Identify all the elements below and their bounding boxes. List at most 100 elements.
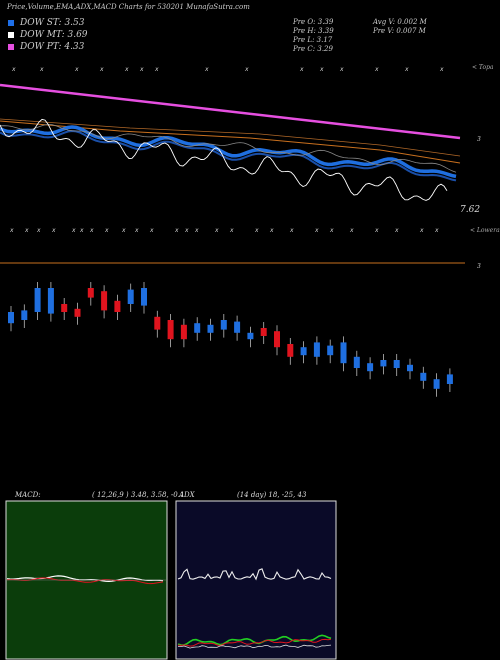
candle-body-26 (353, 356, 360, 368)
lower-x-marker-10: x (149, 227, 154, 234)
blue-ema-band (0, 125, 457, 179)
legend-swatch-pt (8, 43, 14, 50)
lower-x-marker-5: x (79, 227, 84, 234)
lower-x-marker-15: x (229, 227, 234, 234)
macd-title: MACD: (15, 491, 41, 499)
x-marker-5: x (139, 66, 144, 73)
candle-body-2 (34, 288, 41, 312)
pink-ema-line (0, 83, 461, 140)
candle-body-5 (74, 308, 81, 317)
candle-body-25 (340, 342, 347, 364)
topa-label: < Topa (472, 64, 494, 71)
x-marker-9: x (299, 66, 304, 73)
lower-x-marker-25: x (434, 227, 439, 234)
lower-x-marker-0: x (9, 227, 14, 234)
candle-body-27 (367, 363, 374, 372)
lower-x-marker-11: x (174, 227, 179, 234)
legend-dow-mt: DOW MT: 3.69 (8, 29, 88, 40)
lower-x-marker-12: x (184, 227, 189, 234)
chart-header: Price,Volume,EMA,ADX,MACD Charts for 530… (7, 3, 250, 11)
x-marker-10: x (319, 66, 324, 73)
x-marker-13: x (404, 66, 409, 73)
candle-body-18 (247, 332, 254, 340)
candle-body-17 (234, 321, 241, 333)
price-line (0, 118, 448, 201)
lower-x-marker-7: x (104, 227, 109, 234)
lower-axis-marker: 3 (477, 263, 481, 270)
legend-label-pt: DOW PT: 4.33 (20, 41, 85, 52)
candle-body-19 (260, 328, 267, 336)
candle-body-3 (47, 288, 54, 314)
candle-body-22 (300, 347, 307, 356)
adx-title: ADX (179, 491, 195, 499)
legend-dow-st: DOW ST: 3.53 (8, 17, 85, 28)
x-marker-2: x (74, 66, 79, 73)
candle-body-12 (167, 320, 174, 340)
adx-red-line (177, 638, 332, 647)
lower-x-marker-22: x (374, 227, 379, 234)
candle-body-24 (327, 345, 334, 356)
candle-body-7 (101, 291, 108, 311)
candle-body-8 (114, 300, 121, 312)
lower-x-marker-16: x (254, 227, 259, 234)
adx-white-line (177, 644, 332, 649)
lower-x-marker-3: x (51, 227, 56, 234)
lower-x-marker-13: x (194, 227, 199, 234)
candle-body-1 (21, 310, 28, 320)
x-marker-0: x (11, 66, 16, 73)
lower-x-marker-18: x (289, 227, 294, 234)
x-marker-8: x (244, 66, 249, 73)
candle-body-13 (180, 324, 187, 340)
candle-body-32 (433, 379, 440, 389)
adx-plus-line (177, 568, 332, 581)
candle-body-30 (407, 364, 413, 372)
stat-prev-open: Pre O: 3.39 (293, 18, 334, 26)
adx-values: (14 day) 18, -25, 43 (237, 491, 307, 499)
candle-body-6 (87, 288, 94, 298)
x-marker-3: x (99, 66, 104, 73)
x-marker-7: x (204, 66, 209, 73)
macd-values: ( 12,26,9 ) 3.48, 3.58, -0.1 (92, 491, 185, 499)
candle-body-0 (8, 312, 14, 324)
x-marker-6: x (154, 66, 159, 73)
price-axis-marker: 3 (477, 136, 481, 143)
adx-green-line (177, 634, 332, 646)
legend-dow-pt: DOW PT: 4.33 (8, 41, 84, 52)
x-marker-11: x (339, 66, 344, 73)
x-marker-4: x (124, 66, 129, 73)
x-marker-14: x (439, 66, 444, 73)
candle-body-10 (141, 288, 147, 306)
lower-x-marker-23: x (394, 227, 399, 234)
candle-body-21 (287, 344, 294, 357)
legend-swatch-mt (8, 31, 14, 38)
lower-x-marker-14: x (214, 227, 219, 234)
candle-body-31 (420, 372, 427, 381)
lower-x-marker-1: x (24, 227, 29, 234)
lower-x-marker-20: x (329, 227, 334, 234)
x-marker-12: x (374, 66, 379, 73)
legend-swatch-st (8, 19, 14, 26)
macd-signal-line (6, 577, 164, 585)
candle-body-28 (380, 360, 387, 367)
candle-body-11 (154, 316, 161, 330)
stat-avg-volume: Avg V: 0.002 M (373, 18, 427, 26)
stat-prev-close: Pre C: 3.29 (293, 45, 333, 53)
lower-x-marker-24: x (419, 227, 424, 234)
legend-label-mt: DOW MT: 3.69 (20, 29, 88, 40)
candle-body-20 (274, 331, 280, 348)
candle-body-29 (393, 360, 400, 368)
lower-x-marker-6: x (89, 227, 94, 234)
stat-prev-volume: Pre V: 0.007 M (373, 27, 426, 35)
lower-x-marker-9: x (134, 227, 139, 234)
lower-x-marker-19: x (314, 227, 319, 234)
candle-body-14 (194, 323, 201, 333)
lower-x-marker-2: x (36, 227, 41, 234)
x-marker-1: x (39, 66, 44, 73)
lower-x-marker-8: x (121, 227, 126, 234)
lower-label: < Lowera (470, 227, 500, 234)
candle-body-33 (446, 374, 453, 384)
candle-body-9 (127, 289, 134, 304)
stat-prev-low: Pre L: 3.17 (293, 36, 333, 44)
